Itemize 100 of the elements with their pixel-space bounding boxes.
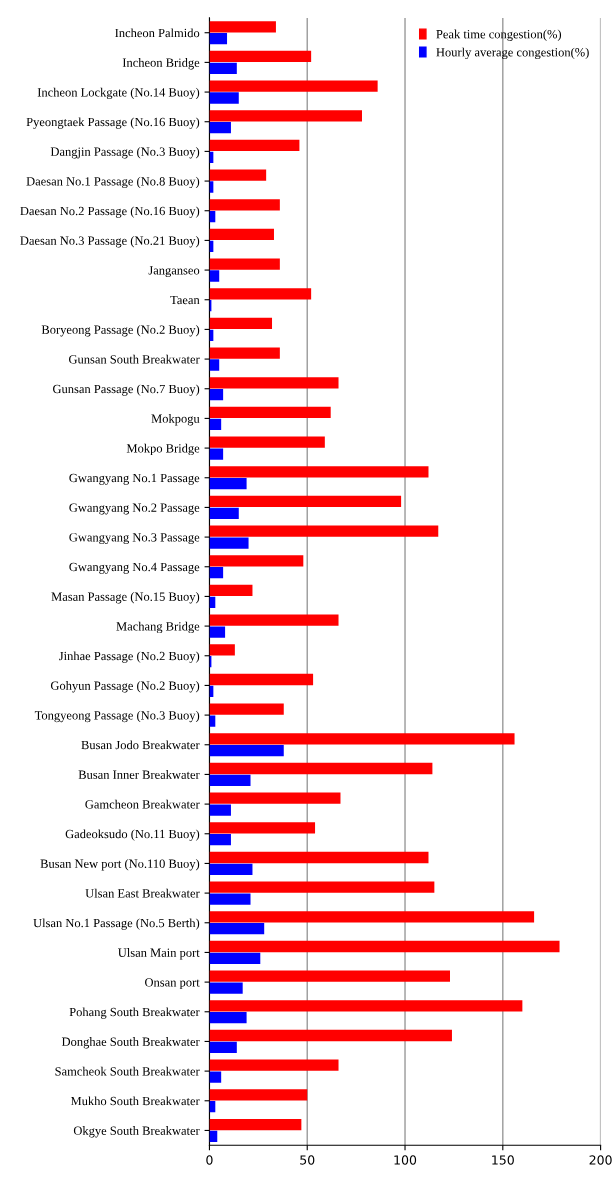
bar: [209, 288, 312, 300]
bar: [209, 822, 316, 834]
legend-label: Peak time congestion(%): [436, 29, 562, 41]
y-tick-label: Mokpogu: [151, 414, 200, 426]
y-tick-label: Daesan No.1 Passage (No.8 Buoy): [26, 176, 200, 189]
bar: [209, 525, 439, 537]
bar: [209, 940, 560, 953]
legend-label: Hourly average congestion(%): [436, 47, 589, 60]
x-tick-label: 150: [492, 1155, 514, 1165]
y-tick-label: Ulsan East Breakwater: [85, 888, 200, 898]
y-tick-label: Mukho South Breakwater: [70, 1096, 200, 1106]
bar: [209, 317, 273, 330]
bar: [209, 169, 267, 181]
bar: [209, 970, 450, 982]
bar: [209, 466, 429, 478]
x-tick-label: 200: [589, 1155, 612, 1165]
bar: [209, 1041, 237, 1054]
bar: [209, 851, 429, 864]
bar: [209, 733, 515, 745]
bar: [209, 923, 265, 935]
bar: [209, 50, 312, 63]
bar: [209, 614, 339, 626]
y-tick-label: Gamcheon Breakwater: [85, 799, 200, 809]
y-tick-label: Incheon Palmido: [115, 28, 200, 38]
bar: [209, 774, 251, 786]
y-tick-label: Gwangyang No.2 Passage: [69, 503, 200, 515]
bar: [209, 33, 228, 45]
bar: [209, 1059, 339, 1071]
y-tick-label: Gwangyang No.4 Passage: [69, 562, 200, 574]
bar: [209, 122, 231, 134]
bar: [209, 110, 362, 122]
x-tick-label: 100: [394, 1155, 417, 1165]
bar: [209, 1071, 222, 1083]
bar: [209, 1029, 452, 1042]
bar: [209, 199, 280, 211]
bar: [209, 139, 300, 152]
y-tick-label: Machang Bridge: [116, 621, 200, 634]
bar: [209, 270, 220, 282]
bar: [209, 495, 402, 508]
bar: [209, 673, 314, 686]
x-tick-label: 50: [300, 1155, 315, 1165]
bar: [209, 644, 235, 656]
y-tick-label: Gwangyang No.3 Passage: [69, 533, 200, 545]
bar: [209, 62, 237, 74]
bar: [209, 834, 231, 846]
bar: [209, 448, 224, 460]
y-tick-label: Incheon Bridge: [122, 58, 200, 70]
y-tick-label: Onsan port: [145, 978, 200, 990]
y-tick-label: Ulsan No.1 Passage (No.5 Berth): [33, 918, 200, 930]
bar: [209, 258, 280, 270]
x-tick-label: 0: [206, 1155, 213, 1165]
bar: [209, 881, 435, 893]
bar: [209, 507, 239, 519]
bar: [209, 567, 224, 579]
bar: [209, 745, 284, 757]
y-tick-label: Gunsan Passage (No.7 Buoy): [53, 384, 200, 396]
bar: [209, 792, 341, 804]
bar: [209, 21, 276, 33]
y-tick-label: Daesan No.2 Passage (No.16 Buoy): [20, 206, 200, 218]
bar: [209, 893, 251, 905]
bar: [209, 92, 239, 104]
y-tick-label: Incheon Lockgate (No.14 Buoy): [37, 87, 200, 100]
bar: [209, 715, 216, 727]
bar: [209, 436, 325, 448]
bar: [209, 762, 433, 775]
y-tick-label: Boryeong Passage (No.2 Buoy): [41, 325, 200, 337]
y-tick-label: Mokpo Bridge: [126, 443, 200, 456]
bar: [209, 537, 249, 549]
y-tick-label: Pohang South Breakwater: [69, 1007, 200, 1019]
bar: [209, 418, 222, 430]
y-tick-label: Daesan No.3 Passage (No.21 Buoy): [20, 236, 200, 248]
bar: [209, 406, 331, 419]
bar: [209, 80, 378, 92]
bar: [209, 389, 224, 401]
bar: [209, 952, 261, 965]
y-tick-label: Masan Passage (No.15 Buoy): [51, 592, 200, 604]
bar: [209, 347, 280, 359]
bar: [209, 228, 274, 241]
y-tick-label: Gadeoksudo (No.11 Buoy): [65, 829, 200, 841]
bar: [209, 911, 535, 923]
y-tick-label: Ulsan Main port: [118, 948, 200, 960]
y-tick-label: Pyeongtaek Passage (No.16 Buoy): [26, 117, 200, 129]
y-tick-label: Busan Jodo Breakwater: [81, 740, 200, 750]
y-tick-label: Gohyun Passage (No.2 Buoy): [50, 681, 200, 693]
bar: [209, 982, 243, 994]
y-tick-label: Donghae South Breakwater: [61, 1037, 200, 1049]
bar: [209, 1012, 247, 1024]
y-tick-label: Jinhae Passage (No.2 Buoy): [59, 651, 200, 663]
bar: [209, 863, 253, 875]
bar: [209, 1000, 523, 1012]
bar: [209, 703, 284, 715]
bar: [209, 359, 220, 371]
bar: [209, 555, 304, 567]
bar: [209, 626, 226, 638]
bar: [209, 478, 247, 490]
bar: [209, 584, 253, 597]
y-tick-label: Gunsan South Breakwater: [69, 354, 200, 364]
y-tick-label: Okgye South Breakwater: [73, 1126, 200, 1138]
y-tick-label: Taean: [170, 295, 200, 305]
y-tick-label: Gwangyang No.1 Passage: [69, 473, 200, 485]
